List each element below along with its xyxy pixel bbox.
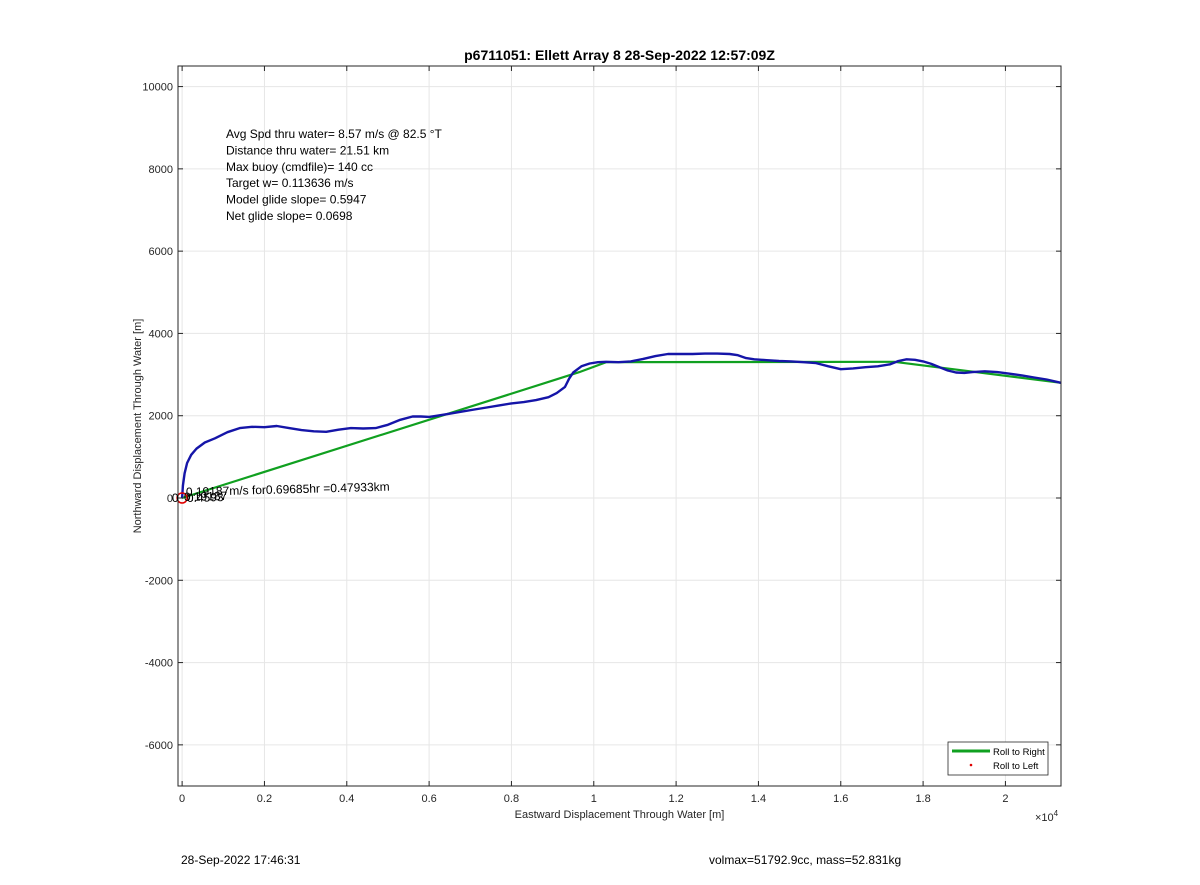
x-tick-label: 1.8 xyxy=(915,793,930,805)
x-tick-label: 0.2 xyxy=(257,793,272,805)
legend-roll-left-swatch xyxy=(969,763,973,767)
x-axis-exponent: ×104 xyxy=(1035,809,1059,824)
start-overlap-label: 0.4593 xyxy=(187,490,224,505)
annotation-target-w: Target w= 0.113636 m/s xyxy=(226,176,354,190)
y-tick-label: 2000 xyxy=(149,411,173,423)
footer-volmass: volmax=51792.9cc, mass=52.831kg xyxy=(709,853,902,867)
annotation-distance: Distance thru water= 21.51 km xyxy=(226,143,389,157)
start-overlap-label: 0.19187 xyxy=(184,489,228,504)
start-marker xyxy=(176,492,188,504)
x-tick-label: 1.4 xyxy=(751,793,766,805)
y-tick-label: 8000 xyxy=(149,164,173,176)
axes-box xyxy=(177,65,1062,787)
y-tick-label: 4000 xyxy=(149,328,173,340)
x-tick-label: 0 xyxy=(179,793,185,805)
start-overlap-labels: 0.19187m/s for0.69685hr =0.47933km0.1918… xyxy=(172,480,390,505)
x-tick-label: 2 xyxy=(1002,793,1008,805)
footer-timestamp: 28-Sep-2022 17:46:31 xyxy=(181,853,301,867)
y-tick-label: 6000 xyxy=(149,246,173,258)
start-overlap-label: 0.19187m/s for0.69685hr =0.47933km xyxy=(186,480,390,499)
start-overlap-label: 0 xyxy=(172,491,179,505)
legend-roll-right-label: Roll to Right xyxy=(993,747,1045,758)
grid xyxy=(178,66,1061,786)
x-tick-label: 0.8 xyxy=(504,793,519,805)
info-annotations: Avg Spd thru water= 8.57 m/s @ 82.5 °T Di… xyxy=(226,127,443,223)
x-tick-label: 1.6 xyxy=(833,793,848,805)
x-tick-label: 1.2 xyxy=(668,793,683,805)
annotation-avg-spd: Avg Spd thru water= 8.57 m/s @ 82.5 °T xyxy=(226,127,443,141)
chart-title: p6711051: Ellett Array 8 28-Sep-2022 12:… xyxy=(464,47,775,63)
x-axis-label: Eastward Displacement Through Water [m] xyxy=(515,809,725,821)
roll-right-line xyxy=(181,360,1062,500)
x-tick-label: 0.6 xyxy=(421,793,436,805)
annotation-net-glide: Net glide slope= 0.0698 xyxy=(226,209,353,223)
y-tick-label: 10000 xyxy=(142,82,173,94)
x-tick-label: 1 xyxy=(591,793,597,805)
y-axis-label: Northward Displacement Through Water [m] xyxy=(132,319,144,534)
track-line xyxy=(180,352,1062,499)
x-tick-label: 0.4 xyxy=(339,793,354,805)
x-exponent-power: 4 xyxy=(1054,809,1059,818)
y-tick-label: 0 xyxy=(167,493,173,505)
legend-box xyxy=(947,741,1049,776)
legend: Roll to Right Roll to Left xyxy=(947,741,1049,776)
legend-roll-left-label: Roll to Left xyxy=(993,761,1039,772)
series-layer xyxy=(176,352,1062,504)
annotation-model-glide: Model glide slope= 0.5947 xyxy=(226,193,367,207)
ticks: 0 0.2 0.4 0.6 0.8 1 1.2 1.4 1.6 1.8 2 -6000 -4000 -20… xyxy=(142,66,1061,805)
y-tick-label: -2000 xyxy=(145,575,173,587)
y-tick-label: -4000 xyxy=(145,658,173,670)
y-tick-label: -6000 xyxy=(145,740,173,752)
annotation-max-buoy: Max buoy (cmdfile)= 140 cc xyxy=(226,160,373,174)
x-exponent-base: ×10 xyxy=(1035,812,1054,824)
